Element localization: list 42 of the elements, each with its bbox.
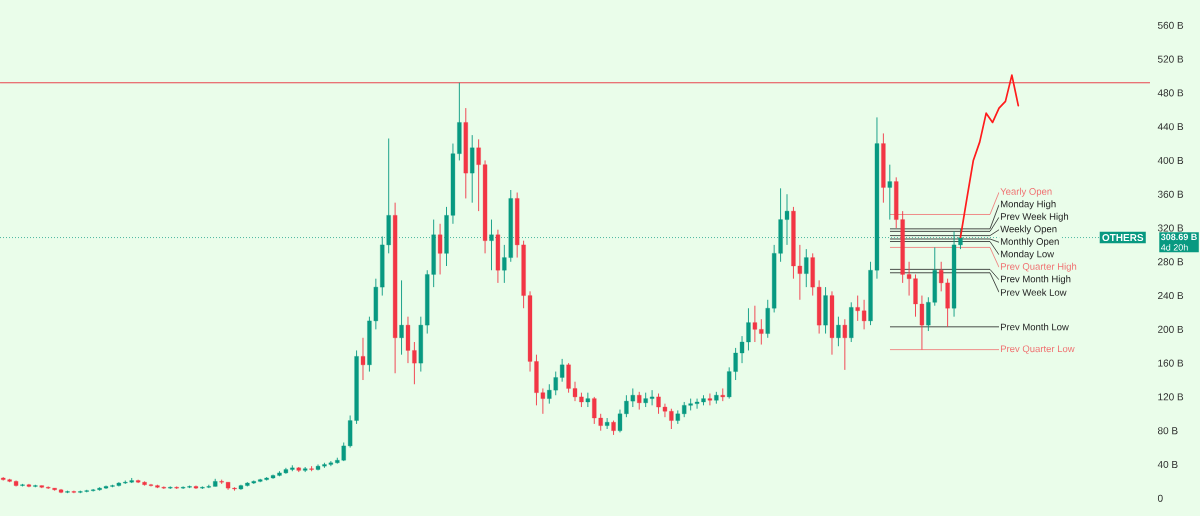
y-tick-label: 40 B bbox=[1157, 460, 1178, 469]
ref-line-label: Monthly Open bbox=[1000, 237, 1059, 247]
candlestick bbox=[720, 388, 725, 402]
candlestick bbox=[887, 164, 892, 221]
ref-line-label: Prev Quarter High bbox=[1000, 262, 1077, 272]
y-tick-label: 320 B bbox=[1157, 224, 1184, 232]
ref-line-label: Monday Low bbox=[1000, 250, 1055, 260]
y-tick-label: 120 B bbox=[1158, 393, 1184, 401]
y-tick-label: 240 B bbox=[1158, 292, 1184, 300]
y-tick-label: 480 B bbox=[1157, 89, 1184, 97]
ref-line-label: Prev Quarter Low bbox=[1000, 345, 1075, 354]
candlestick bbox=[842, 318, 847, 371]
candlestick bbox=[437, 223, 443, 275]
y-tick-label: 560 B bbox=[1157, 21, 1184, 29]
y-tick-label: 440 B bbox=[1157, 123, 1184, 131]
ref-line-label: Monday High bbox=[1000, 200, 1056, 210]
candlestick bbox=[489, 219, 494, 271]
candlestick bbox=[836, 316, 841, 347]
ref-line-label: Prev Week High bbox=[1000, 212, 1069, 222]
candlestick bbox=[804, 248, 809, 288]
y-tick-label: 0 bbox=[1157, 494, 1163, 502]
y-tick-label: 280 B bbox=[1158, 258, 1184, 266]
y-tick-label: 520 B bbox=[1157, 55, 1184, 63]
candlestick bbox=[585, 392, 590, 408]
y-tick-label: 360 B bbox=[1157, 190, 1184, 198]
y-tick-label: 160 B bbox=[1158, 359, 1184, 367]
candlestick bbox=[360, 337, 366, 381]
y-tick-label: 200 B bbox=[1158, 325, 1184, 333]
ref-line-label: Weekly Open bbox=[1000, 225, 1057, 235]
ref-line-label: Prev Month Low bbox=[1000, 323, 1069, 331]
ref-line-label: Prev Month High bbox=[1000, 275, 1071, 285]
text: 308.69 B bbox=[1160, 233, 1197, 241]
y-tick-label: 80 B bbox=[1157, 427, 1178, 435]
candlestick bbox=[560, 358, 565, 383]
candlestick bbox=[604, 417, 610, 430]
ref-line-label: Prev Week Low bbox=[1000, 288, 1067, 296]
candlestick bbox=[399, 279, 404, 356]
candlestick bbox=[707, 393, 713, 406]
ref-line-label: Yearly Open bbox=[1000, 187, 1052, 197]
text: 4d 20h bbox=[1160, 244, 1188, 251]
ref-line-label: OTHERS bbox=[1102, 234, 1144, 242]
y-tick-label: 400 B bbox=[1157, 156, 1184, 164]
